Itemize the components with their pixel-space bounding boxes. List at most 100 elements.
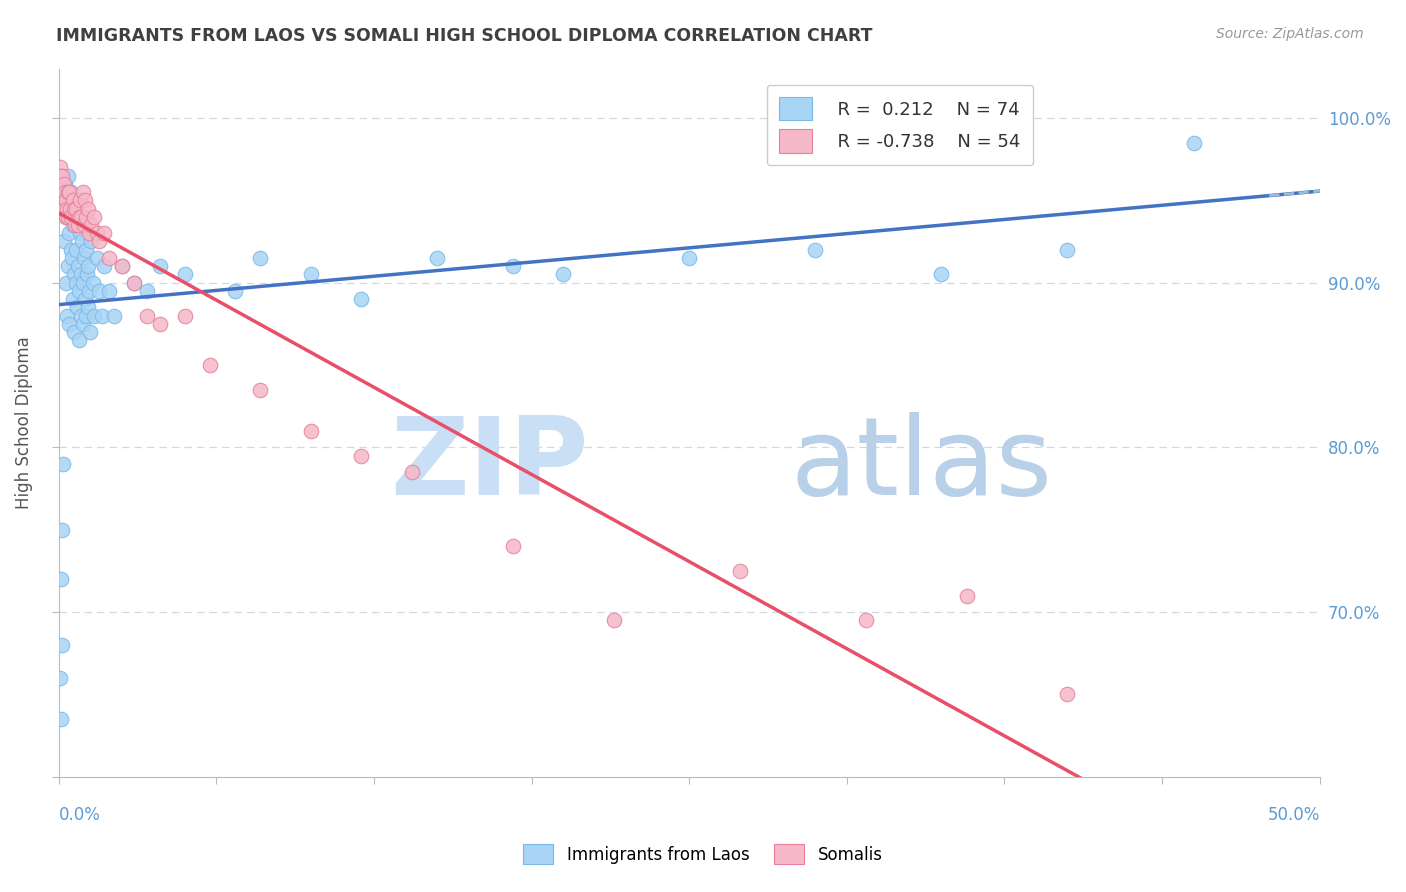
Point xyxy=(98,284,121,298)
Point xyxy=(60,251,83,265)
Point xyxy=(86,251,108,265)
Point xyxy=(80,218,103,232)
Point xyxy=(103,309,125,323)
Point xyxy=(51,523,73,537)
Point xyxy=(49,161,72,175)
Point xyxy=(67,284,90,298)
Point xyxy=(426,251,449,265)
Point xyxy=(66,218,89,232)
Point xyxy=(551,268,574,282)
Point xyxy=(93,226,115,240)
Point xyxy=(58,259,80,273)
Point xyxy=(86,226,108,240)
Point xyxy=(53,177,76,191)
Point xyxy=(56,185,79,199)
Point xyxy=(350,449,373,463)
Point xyxy=(77,284,100,298)
Point xyxy=(70,235,93,249)
Point xyxy=(60,210,83,224)
Point xyxy=(87,284,110,298)
Point xyxy=(63,202,86,216)
Point xyxy=(502,259,524,273)
Point xyxy=(76,268,98,282)
Point xyxy=(136,309,159,323)
Point xyxy=(173,309,195,323)
Point xyxy=(76,202,98,216)
Point xyxy=(53,185,76,199)
Point xyxy=(73,218,96,232)
Point xyxy=(63,218,86,232)
Point xyxy=(73,218,96,232)
Point xyxy=(52,194,75,208)
Point xyxy=(55,276,77,290)
Point xyxy=(53,235,76,249)
Point xyxy=(69,194,91,208)
Point xyxy=(63,194,86,208)
Point xyxy=(75,210,97,224)
Point xyxy=(51,572,73,586)
Point xyxy=(80,235,103,249)
Point xyxy=(65,243,87,257)
Point xyxy=(299,268,322,282)
Point xyxy=(72,276,94,290)
Point xyxy=(67,210,90,224)
Point xyxy=(67,333,90,347)
Point xyxy=(59,243,82,257)
Point xyxy=(87,235,110,249)
Point xyxy=(62,194,84,208)
Point xyxy=(76,301,98,315)
Point xyxy=(90,309,112,323)
Point xyxy=(124,276,146,290)
Point xyxy=(75,194,97,208)
Point xyxy=(77,259,100,273)
Point xyxy=(49,169,72,183)
Point xyxy=(804,243,827,257)
Point xyxy=(58,317,80,331)
Point xyxy=(198,358,221,372)
Point xyxy=(79,325,101,339)
Point xyxy=(931,268,953,282)
Point xyxy=(75,243,97,257)
Point xyxy=(51,638,73,652)
Point xyxy=(49,671,72,685)
Point xyxy=(51,169,73,183)
Point xyxy=(56,169,79,183)
Point xyxy=(77,226,100,240)
Point xyxy=(60,185,83,199)
Point xyxy=(55,194,77,208)
Point xyxy=(69,226,91,240)
Point xyxy=(75,309,97,323)
Y-axis label: High School Diploma: High School Diploma xyxy=(15,336,32,509)
Point xyxy=(55,202,77,216)
Point xyxy=(52,194,75,208)
Point xyxy=(75,292,97,306)
Point xyxy=(602,613,624,627)
Point xyxy=(63,268,86,282)
Point xyxy=(59,202,82,216)
Text: IMMIGRANTS FROM LAOS VS SOMALI HIGH SCHOOL DIPLOMA CORRELATION CHART: IMMIGRANTS FROM LAOS VS SOMALI HIGH SCHO… xyxy=(56,27,873,45)
Point xyxy=(728,564,751,578)
Point xyxy=(855,613,877,627)
Point xyxy=(111,259,134,273)
Point xyxy=(65,276,87,290)
Point xyxy=(1056,687,1078,701)
Point xyxy=(148,317,170,331)
Legend:   R =  0.212    N = 74,   R = -0.738    N = 54: R = 0.212 N = 74, R = -0.738 N = 54 xyxy=(766,85,1033,165)
Point xyxy=(70,268,93,282)
Point xyxy=(224,284,246,298)
Point xyxy=(73,251,96,265)
Point xyxy=(148,259,170,273)
Point xyxy=(66,218,89,232)
Point xyxy=(401,465,423,479)
Point xyxy=(955,589,977,603)
Point xyxy=(58,226,80,240)
Point xyxy=(249,383,271,397)
Point xyxy=(502,539,524,553)
Point xyxy=(52,457,75,471)
Text: 0.0%: 0.0% xyxy=(59,806,101,824)
Point xyxy=(72,185,94,199)
Text: 50.0%: 50.0% xyxy=(1267,806,1320,824)
Point xyxy=(58,185,80,199)
Point xyxy=(98,251,121,265)
Point xyxy=(82,276,104,290)
